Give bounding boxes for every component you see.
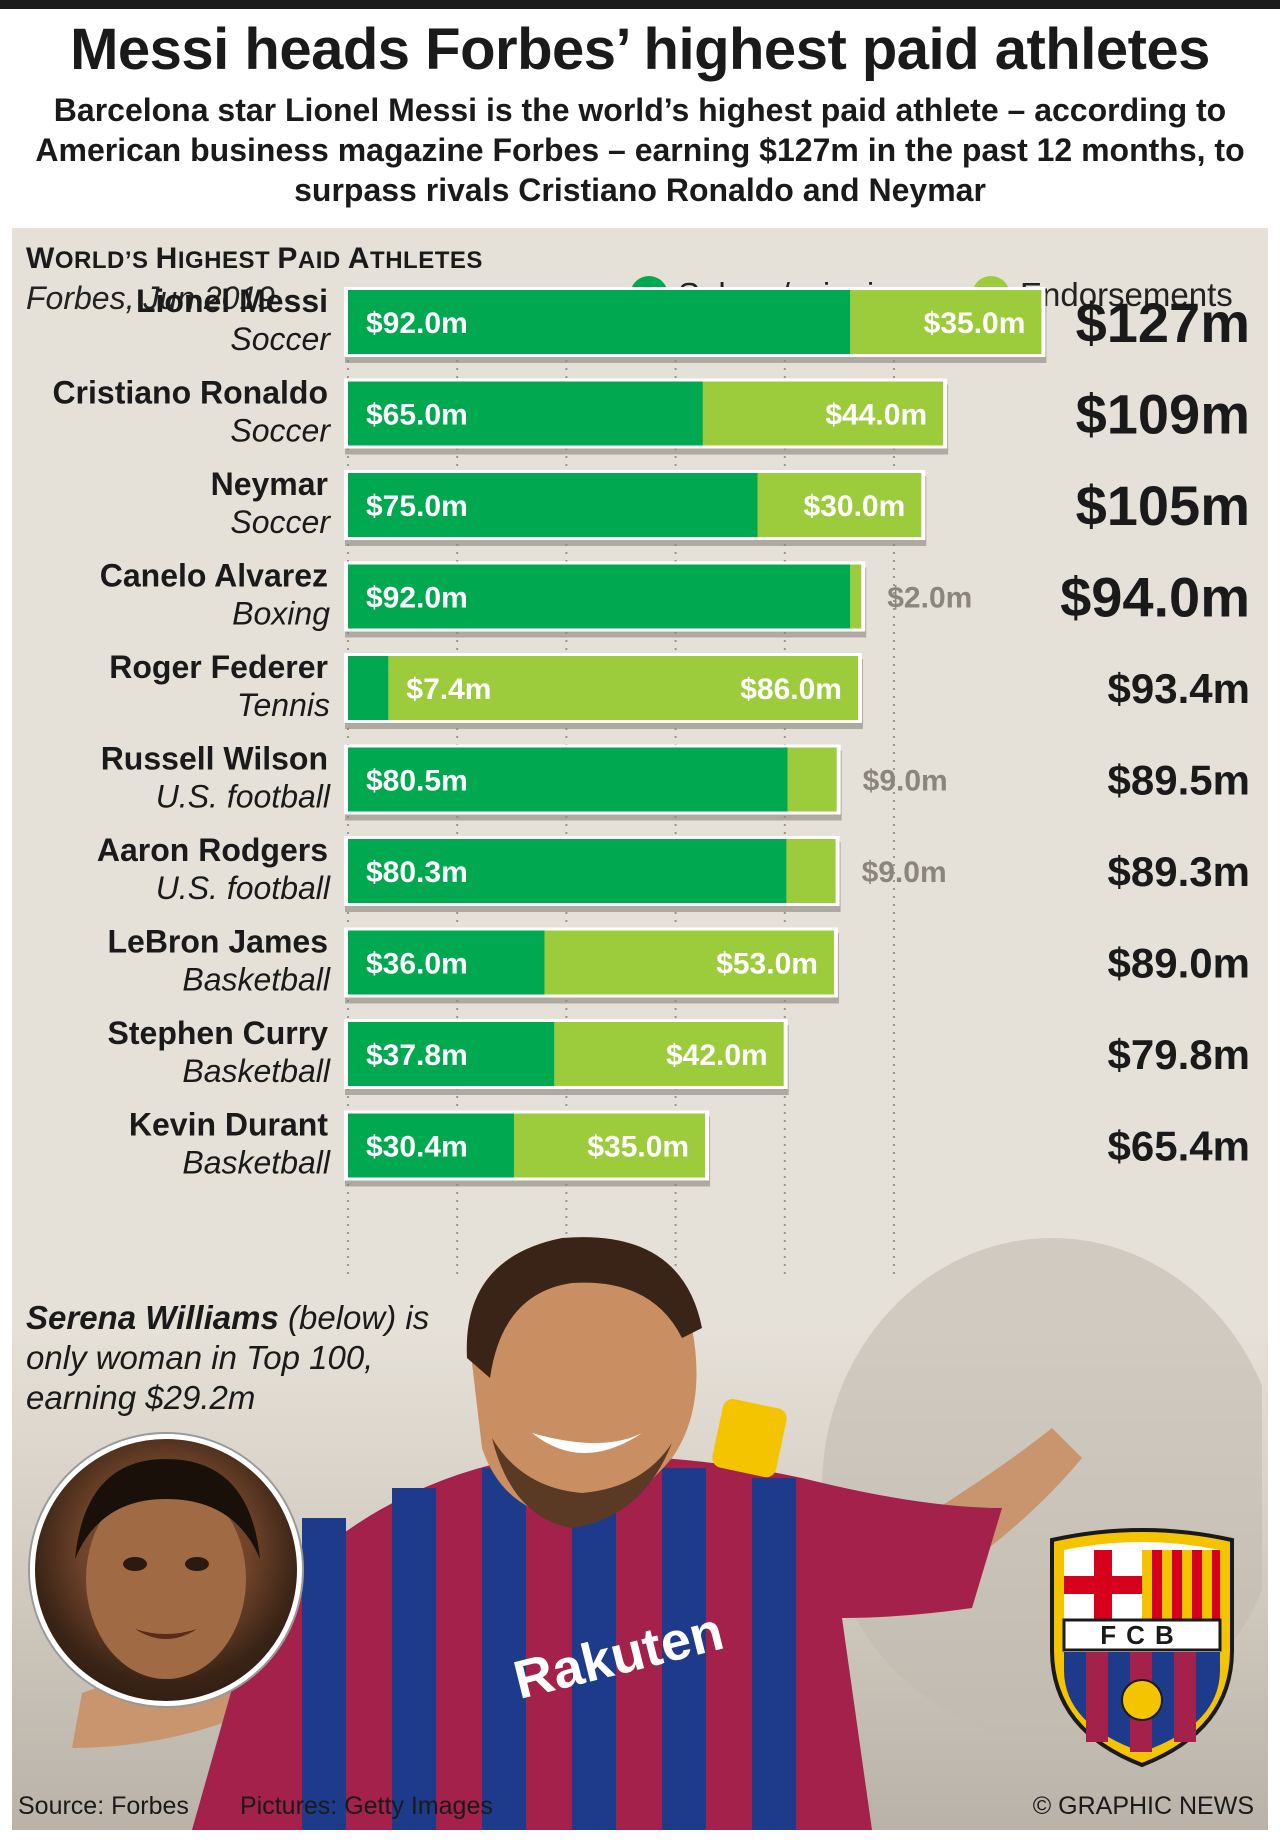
bar-endorsements [554,1022,784,1086]
salary-label: $80.5m [366,765,468,798]
chart-title-part: H [155,242,178,275]
total-label: $79.8m [1108,1031,1250,1078]
chart-title-part: IGHEST [177,247,278,274]
athlete-name: Roger Federer [109,649,328,685]
serena-note-text: (below) is only woman in Top 100, earnin… [26,1299,430,1416]
bar-endorsements [850,290,1042,354]
bar-endorsements [702,381,944,446]
athlete-name: Neymar [211,466,328,502]
athlete-sport: U.S. football [156,779,331,815]
total-label: $94.0m [1060,566,1250,629]
crest-text: FCB [1100,1620,1183,1650]
page-title: Messi heads Forbes’ highest paid athlete… [70,17,1210,82]
endorsement-label: $53.0m [716,948,818,981]
total-label: $105m [1076,474,1250,537]
bar-salary [348,930,545,995]
chart-title-part: W [26,242,55,275]
chart-source: Forbes, Jun 2019 [26,280,276,316]
subheading: Barcelona star Lionel Messi is the world… [35,92,1245,208]
bar-endorsements [787,747,837,812]
bar-salary [348,564,851,629]
bar-salary [348,656,389,720]
endorsement-label: $9.0m [863,765,948,798]
chart-title: WORLD’S HIGHEST PAID ATHLETES [26,242,483,276]
footer-credit: © GRAPHIC NEWS [1032,1792,1254,1820]
chart-title-part: ORLD’S [54,247,156,274]
total-label: $89.0m [1108,940,1250,987]
total-label: $93.4m [1108,665,1250,712]
bar-salary [348,381,703,446]
salary-label: $75.0m [366,490,468,523]
salary-label: $65.0m [366,399,468,432]
top-rule [0,0,1280,9]
bar-salary [348,1113,514,1178]
bar-endorsements [513,1113,706,1178]
salary-label: $80.3m [366,856,468,889]
total-label: $89.3m [1108,848,1250,895]
chart-panel: WORLD’S HIGHEST PAID ATHLETES Forbes, Ju… [12,228,1268,1830]
footer-source: Source: Forbes [18,1792,189,1820]
salary-label: $37.8m [366,1039,468,1072]
salary-label: $36.0m [366,948,468,981]
total-label: $89.5m [1108,757,1250,804]
athlete-name: LeBron James [107,924,328,960]
total-label: $65.4m [1108,1123,1250,1170]
salary-label: $92.0m [366,582,468,615]
bar-endorsements [786,839,836,903]
athlete-sport: Basketball [182,1053,331,1089]
endorsement-label: $30.0m [804,490,906,523]
salary-label: $30.4m [366,1131,468,1164]
bar-endorsements [757,473,922,537]
athlete-name: Aaron Rodgers [97,832,328,868]
athlete-sport: Soccer [230,321,331,357]
athlete-name: Cristiano Ronaldo [52,375,328,411]
fcb-crest: FCB [1050,1528,1234,1768]
chart-title-part: AID [297,247,348,274]
athlete-sport: Tennis [237,687,330,723]
athlete-sport: U.S. football [156,870,331,906]
serena-note: Serena Williams (below) is only woman in… [26,1298,466,1418]
endorsement-label: $9.0m [862,856,947,889]
bar-salary [348,290,851,354]
endorsement-label: $86.0m [740,673,842,706]
bar-salary [348,1022,555,1086]
endorsement-label: $2.0m [887,582,972,615]
athlete-sport: Soccer [230,504,331,540]
athlete-sport: Soccer [230,413,331,449]
bar-endorsements [388,656,858,720]
athlete-name: Canelo Alvarez [100,558,328,594]
footer-pictures: Pictures: Getty Images [240,1792,493,1820]
salary-label: $92.0m [366,307,468,340]
athlete-name: Stephen Curry [108,1015,329,1051]
athlete-name: Lionel Messi [136,283,328,319]
bar-salary [348,473,758,537]
bar-salary [348,839,787,903]
chart-title-part: THLETES [370,247,483,274]
athlete-name: Kevin Durant [129,1107,328,1143]
chart-title-part: A [347,242,371,275]
athlete-sport: Basketball [182,962,331,998]
athlete-sport: Boxing [232,596,330,632]
chart-title-part: P [277,242,298,275]
legend-endorsements-label: Endorsements [1020,276,1233,313]
endorsement-label: $44.0m [825,399,927,432]
footer: Source: Forbes Pictures: Getty Images © … [12,1784,1268,1830]
athlete-sport: Basketball [182,1145,331,1181]
total-label: $109m [1076,383,1250,446]
bar-endorsements [850,564,862,629]
serena-photo [30,1434,302,1706]
total-label: $127m [1076,291,1250,354]
salary-label: $7.4m [406,673,491,706]
bar-endorsements [544,930,834,995]
endorsement-label: $35.0m [587,1131,689,1164]
athlete-name: Russell Wilson [101,741,328,777]
bar-salary [348,747,788,812]
endorsement-label: $42.0m [666,1039,768,1072]
serena-name: Serena Williams [26,1299,279,1336]
endorsement-label: $35.0m [924,307,1026,340]
